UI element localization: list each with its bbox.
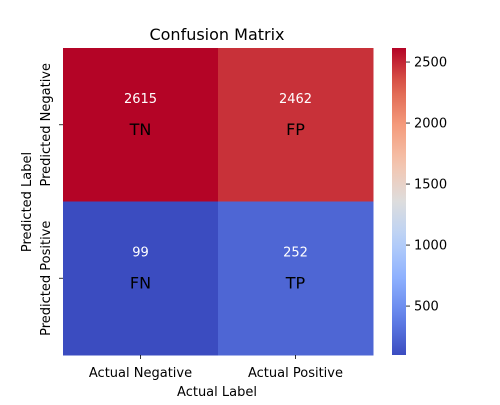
cell-class-label: FP: [286, 120, 305, 139]
colorbar-tick-label: 1000: [414, 239, 447, 254]
cell-class-label: FN: [130, 273, 151, 292]
colorbar-gradient: [392, 48, 406, 355]
axes: Actual Negative Actual Positive Predicted …: [39, 63, 343, 381]
heatmap-cell: [218, 201, 374, 356]
heatmap-cells: 2615 TN 2462 FP 99 FN 252 TP: [63, 48, 374, 356]
y-tick-label: Predicted Positive: [39, 221, 54, 336]
cell-value-label: 2615: [124, 92, 157, 107]
colorbar-tick-label: 1500: [414, 178, 447, 193]
heatmap-cell: [63, 201, 219, 356]
colorbar: 500 1000 1500 2000 2500: [392, 48, 447, 355]
colorbar-tick-label: 2500: [414, 56, 447, 71]
x-axis-label: Actual Label: [177, 385, 257, 400]
cell-value-label: 2462: [279, 92, 312, 107]
y-axis-label: Predicted Label: [20, 152, 35, 252]
chart-title: Confusion Matrix: [149, 25, 284, 44]
cell-class-label: TN: [129, 120, 152, 139]
colorbar-tick-label: 500: [414, 300, 439, 315]
cell-value-label: 252: [283, 245, 308, 260]
y-tick-label: Predicted Negative: [39, 63, 54, 187]
x-tick-label: Actual Positive: [248, 366, 343, 381]
heatmap-cell: [218, 48, 374, 202]
cell-value-label: 99: [132, 245, 149, 260]
x-tick-label: Actual Negative: [89, 366, 192, 381]
cell-class-label: TP: [285, 273, 306, 292]
colorbar-tick-label: 2000: [414, 117, 447, 132]
heatmap-cell: [63, 48, 219, 202]
